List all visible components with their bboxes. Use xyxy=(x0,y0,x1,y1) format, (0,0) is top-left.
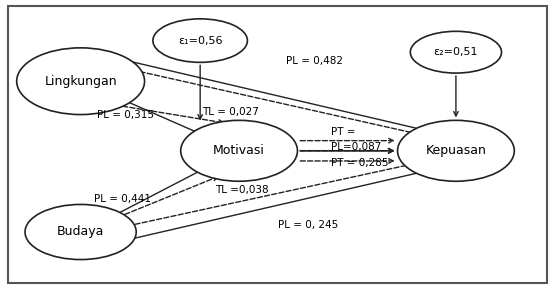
Ellipse shape xyxy=(181,120,297,181)
Text: PT = 0,285: PT = 0,285 xyxy=(331,158,388,168)
Text: PL=0,087: PL=0,087 xyxy=(331,142,381,152)
FancyBboxPatch shape xyxy=(8,6,547,283)
Text: ε₁=0,56: ε₁=0,56 xyxy=(178,36,222,46)
Text: ε₂=0,51: ε₂=0,51 xyxy=(434,47,478,57)
Ellipse shape xyxy=(398,120,514,181)
Ellipse shape xyxy=(410,31,502,73)
Text: PT =: PT = xyxy=(331,127,355,137)
Text: TL = 0,027: TL = 0,027 xyxy=(202,107,259,117)
Ellipse shape xyxy=(17,48,145,115)
Text: PL = 0,315: PL = 0,315 xyxy=(97,110,153,119)
Text: Kepuasan: Kepuasan xyxy=(425,144,486,157)
Ellipse shape xyxy=(153,19,247,62)
Text: TL =0,038: TL =0,038 xyxy=(215,185,269,195)
Text: PL = 0,482: PL = 0,482 xyxy=(286,56,342,66)
Text: Budaya: Budaya xyxy=(57,226,105,238)
Text: Motivasi: Motivasi xyxy=(213,144,265,157)
Text: Lingkungan: Lingkungan xyxy=(44,75,117,88)
Text: PL = 0,441: PL = 0,441 xyxy=(94,194,151,204)
Text: PL = 0, 245: PL = 0, 245 xyxy=(279,220,339,230)
Ellipse shape xyxy=(25,204,136,260)
